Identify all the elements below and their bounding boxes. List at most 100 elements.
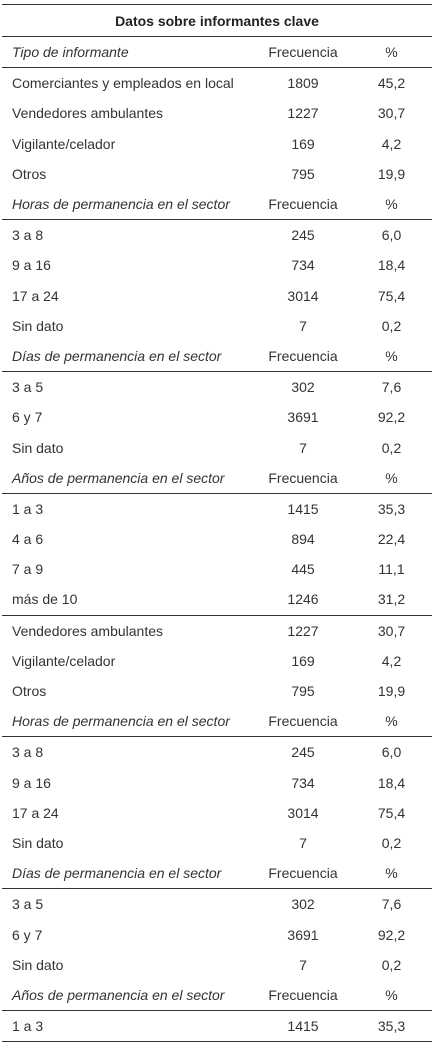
freq-cell: 7 (299, 317, 307, 334)
freq-header: Frecuencia (255, 858, 351, 890)
row-label: 6 y 7 (12, 926, 43, 943)
pct-cell: 92,2 (377, 409, 406, 426)
pct-cell: 75,4 (377, 287, 406, 304)
table-row: Sin dato 7 0,2 (2, 950, 432, 980)
freq-cell: 245 (291, 744, 315, 761)
freq-header: Frecuencia (255, 706, 351, 738)
informants-table: Datos sobre informantes clave Tipo de in… (2, 4, 432, 1043)
section-header-row: Horas de permanencia en el sector Frecuen… (2, 188, 432, 221)
row-label: Vendedores ambulantes (12, 105, 163, 122)
row-label: 3 a 5 (12, 896, 44, 913)
pct-cell: 35,3 (377, 500, 406, 517)
table-row: 3 a 8 245 6,0 (2, 737, 432, 768)
row-label: 1 a 3 (2, 1010, 255, 1043)
row-label: Otros (12, 165, 47, 182)
table-row: 1 a 3 1415 35,3 (2, 1010, 432, 1043)
table-row: 1 a 3 1415 35,3 (2, 493, 432, 524)
table-row: 3 a 5 302 7,6 (2, 889, 432, 920)
freq-cell: 169 (291, 652, 315, 669)
pct-cell: 4,2 (381, 652, 402, 669)
row-label: Sin dato (12, 439, 64, 456)
table-row: 6 y 7 3691 92,2 (2, 402, 432, 432)
pct-cell: 35,3 (351, 1010, 432, 1043)
freq-cell: 3691 (287, 926, 319, 943)
freq-cell: 245 (291, 227, 315, 244)
freq-cell: 1415 (287, 500, 319, 517)
pct-header: % (351, 706, 432, 738)
pct-cell: 7,6 (381, 896, 402, 913)
row-label: 3 a 8 (12, 227, 44, 244)
freq-cell: 795 (291, 165, 315, 182)
freq-cell: 302 (291, 379, 315, 396)
freq-cell: 7 (299, 439, 307, 456)
freq-cell: 169 (291, 135, 315, 152)
table-row: 6 y 7 3691 92,2 (2, 919, 432, 949)
freq-cell: 3014 (287, 287, 319, 304)
table-row: Otros 795 19,9 (2, 159, 432, 189)
row-label: 3 a 5 (12, 379, 44, 396)
table-row: 3 a 8 245 6,0 (2, 220, 432, 251)
table-row: más de 10 1246 31,2 (2, 584, 432, 616)
pct-cell: 0,2 (381, 834, 402, 851)
section-header-row: Años de permanencia en el sector Frecuenc… (2, 979, 432, 1011)
section-title: Días de permanencia en el sector (2, 340, 255, 373)
freq-cell: 3691 (287, 409, 319, 426)
freq-cell: 734 (291, 774, 315, 791)
table-row: 9 a 16 734 18,4 (2, 250, 432, 280)
freq-cell: 1227 (287, 622, 319, 639)
table-row: Vigilante/celador 169 4,2 (2, 129, 432, 159)
pct-cell: 6,0 (381, 744, 402, 761)
freq-header: Frecuencia (255, 340, 351, 373)
row-label: Sin dato (12, 956, 64, 973)
pct-header: % (351, 858, 432, 890)
freq-header: Frecuencia (255, 462, 351, 494)
pct-cell: 6,0 (381, 227, 402, 244)
freq-header: Frecuencia (255, 979, 351, 1011)
row-label: 1 a 3 (12, 500, 44, 517)
section-header-row: Años de permanencia en el sector Frecuenc… (2, 462, 432, 494)
section-header-row: Días de permanencia en el sector Frecuenc… (2, 340, 432, 373)
freq-cell: 734 (291, 257, 315, 274)
table-row: Vendedores ambulantes 1227 30,7 (2, 98, 432, 128)
pct-cell: 19,9 (377, 683, 406, 700)
freq-cell: 1246 (255, 584, 351, 616)
table-row: 17 a 24 3014 75,4 (2, 281, 432, 311)
row-label: Vigilante/celador (12, 652, 116, 669)
row-label: 7 a 9 (12, 561, 44, 578)
section-title: Días de permanencia en el sector (2, 858, 255, 890)
pct-header: % (351, 188, 432, 221)
freq-cell: 1227 (287, 105, 319, 122)
freq-cell: 894 (291, 531, 315, 548)
row-label: 17 a 24 (12, 287, 59, 304)
freq-cell: 795 (291, 683, 315, 700)
pct-header: % (351, 979, 432, 1011)
section-title: Tipo de informante (2, 36, 255, 69)
pct-header: % (351, 36, 432, 69)
row-label: 9 a 16 (12, 774, 51, 791)
pct-cell: 19,9 (377, 165, 406, 182)
freq-header: Frecuencia (255, 36, 351, 69)
table-row: 4 a 6 894 22,4 (2, 524, 432, 554)
pct-cell: 45,2 (377, 75, 406, 92)
pct-cell: 75,4 (377, 804, 406, 821)
freq-cell: 3014 (287, 804, 319, 821)
section-title: Años de permanencia en el sector (2, 462, 255, 494)
pct-cell: 30,7 (377, 622, 406, 639)
pct-cell: 0,2 (381, 317, 402, 334)
table-row: 7 a 9 445 11,1 (2, 554, 432, 584)
row-label: Sin dato (12, 834, 64, 851)
pct-cell: 7,6 (381, 379, 402, 396)
row-label: más de 10 (2, 584, 255, 616)
table-row: Sin dato 7 0,2 (2, 311, 432, 341)
table-row: Vigilante/celador 169 4,2 (2, 646, 432, 676)
pct-cell: 11,1 (378, 561, 405, 578)
row-label: Vigilante/celador (12, 135, 116, 152)
pct-cell: 18,4 (377, 774, 406, 791)
table-body: Tipo de informante Frecuencia% Comerciante… (2, 36, 432, 1043)
row-label: 3 a 8 (12, 744, 44, 761)
pct-cell: 30,7 (377, 105, 406, 122)
pct-cell: 18,4 (377, 257, 406, 274)
row-label: 17 a 24 (12, 804, 59, 821)
row-label: Sin dato (12, 317, 64, 334)
